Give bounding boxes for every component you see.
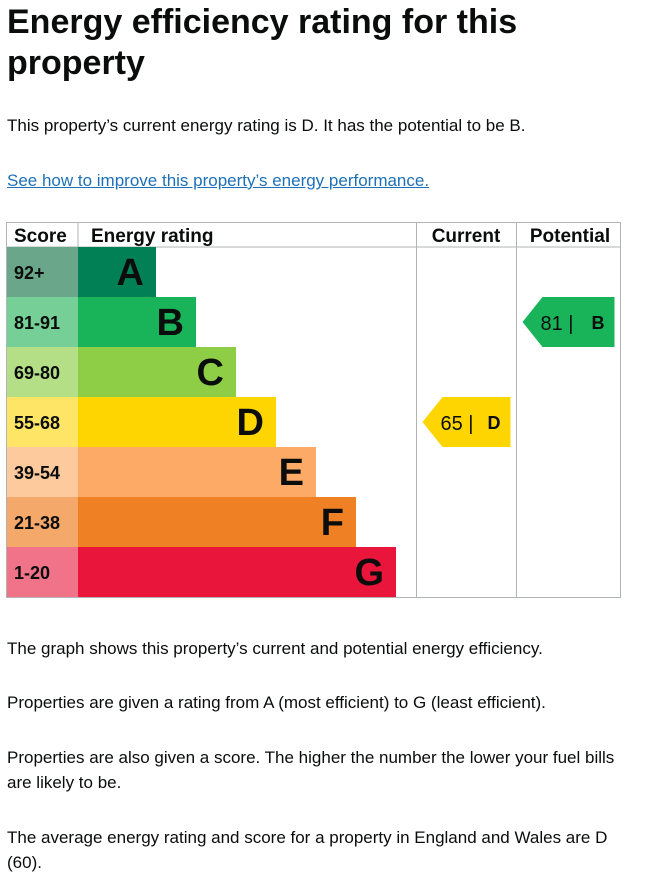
rating-letter-g: G: [354, 552, 384, 594]
score-range-d: 55-68: [14, 413, 60, 433]
potential-rating-marker-score: 81 |: [541, 313, 574, 335]
page-title: Energy efficiency rating for this proper…: [7, 3, 518, 82]
column-header-current: Current: [432, 226, 501, 247]
score-cell-a: [7, 247, 78, 297]
score-cell-d: [7, 397, 78, 447]
current-rating-marker-arrow: [422, 397, 511, 447]
rating-bar-c: [78, 347, 236, 397]
score-range-e: 39-54: [14, 463, 60, 483]
rating-letter-f: F: [321, 502, 344, 544]
improve-performance-link[interactable]: See how to improve this property’s energ…: [7, 171, 430, 190]
current-rating-marker-letter: D: [488, 413, 501, 433]
rating-letter-c: C: [197, 352, 224, 394]
rating-letter-e: E: [279, 452, 304, 494]
column-header-energy-rating: Energy rating: [91, 226, 213, 247]
score-range-f: 21-38: [14, 513, 60, 533]
rating-letter-a: A: [117, 252, 144, 294]
rating-letter-b: B: [157, 302, 184, 344]
chart-frame: [6, 222, 621, 598]
paragraph-graph-description: The graph shows this property’s current …: [7, 639, 543, 658]
rating-bar-b: [78, 297, 196, 347]
rating-bar-e: [78, 447, 316, 497]
rating-bar-g: [78, 547, 396, 597]
current-rating-marker-score: 65 |: [441, 413, 474, 435]
current-rating-marker: 65 | D: [422, 397, 511, 447]
score-cell-b: [7, 297, 78, 347]
score-cell-c: [7, 347, 78, 397]
column-header-potential: Potential: [530, 226, 610, 247]
intro-text: This property’s current energy rating is…: [7, 116, 526, 135]
paragraph-rating-scale: Properties are given a rating from A (mo…: [7, 693, 546, 712]
rating-bar-d: [78, 397, 276, 447]
column-header-score: Score: [14, 226, 67, 247]
rating-bar-f: [78, 497, 356, 547]
rating-letter-d: D: [237, 402, 264, 444]
score-range-c: 69-80: [14, 363, 60, 383]
rating-markers: 65 | D 81 | B: [422, 297, 615, 447]
potential-rating-marker-arrow: [522, 297, 615, 347]
energy-rating-chart: Score Energy rating Current Potential 92…: [6, 222, 621, 598]
rating-bands: 92+ A 81-91 B 69-80 C 55-68 D 39-54 E 21-38 F 1-20 G: [7, 247, 396, 597]
score-range-g: 1-20: [14, 563, 50, 583]
paragraph-average-rating: The average energy rating and score for …: [7, 828, 608, 872]
paragraph-score-explanation: Properties are also given a score. The h…: [7, 748, 615, 792]
score-cell-e: [7, 447, 78, 497]
score-cell-g: [7, 547, 78, 597]
rating-bar-a: [78, 247, 156, 297]
score-cell-f: [7, 497, 78, 547]
score-range-b: 81-91: [14, 313, 60, 333]
score-range-a: 92+: [14, 263, 45, 283]
potential-rating-marker: 81 | B: [522, 297, 615, 347]
potential-rating-marker-letter: B: [592, 313, 605, 333]
chart-grid: [6, 222, 621, 598]
